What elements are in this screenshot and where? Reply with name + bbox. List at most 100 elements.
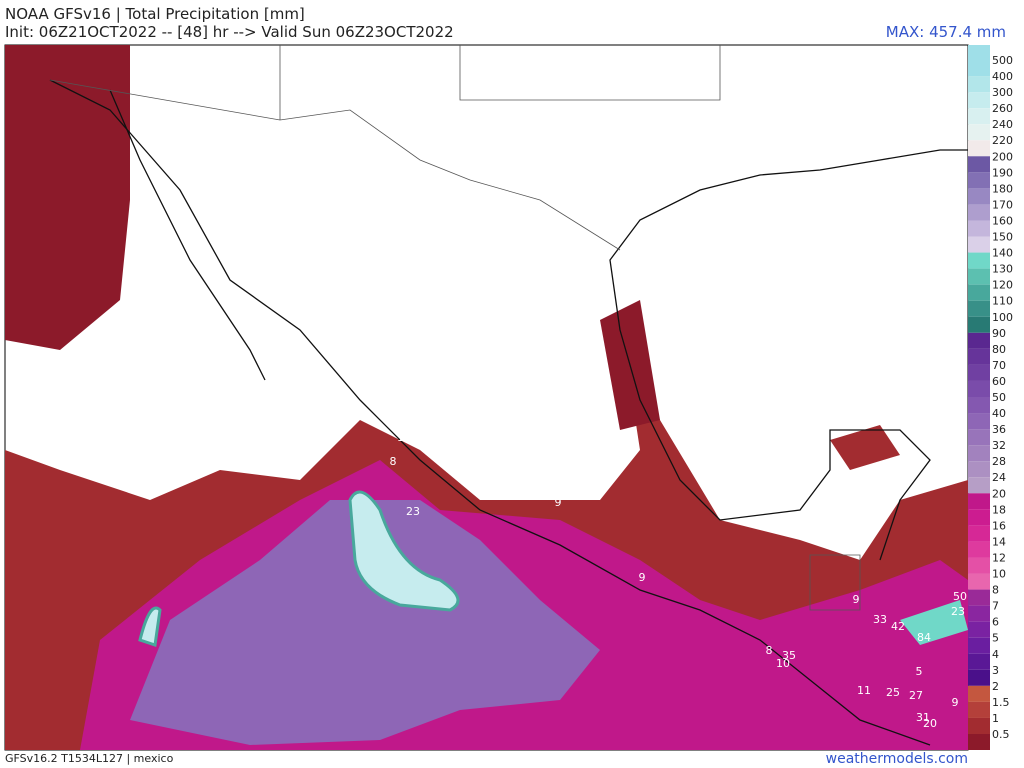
colorbar-cell bbox=[968, 140, 990, 157]
colorbar-label: 60 bbox=[992, 375, 1006, 388]
colorbar-label: 50 bbox=[992, 391, 1006, 404]
colorbar-cell bbox=[968, 348, 990, 365]
colorbar-label: 40 bbox=[992, 407, 1006, 420]
colorbar-cell bbox=[968, 220, 990, 237]
colorbar-label: 100 bbox=[992, 311, 1013, 324]
colorbar-cell bbox=[968, 637, 990, 654]
colorbar-cell bbox=[968, 364, 990, 381]
colorbar-label: 5 bbox=[992, 632, 999, 645]
colorbar-cell bbox=[968, 124, 990, 141]
precip-field bbox=[5, 45, 968, 750]
colorbar-label: 10 bbox=[992, 568, 1006, 581]
colorbar-cell bbox=[968, 397, 990, 414]
map-value-label: 9 bbox=[952, 696, 959, 709]
colorbar-cell bbox=[968, 380, 990, 397]
map-value-label: 9 bbox=[853, 593, 860, 606]
colorbar-label: 90 bbox=[992, 327, 1006, 340]
map-value-label: 20 bbox=[923, 717, 937, 730]
map-value-label: 8 bbox=[390, 455, 397, 468]
colorbar-label: 300 bbox=[992, 86, 1013, 99]
colorbar-label: 180 bbox=[992, 182, 1013, 195]
colorbar-cell bbox=[968, 461, 990, 478]
map-value-label: 9 bbox=[555, 496, 562, 509]
colorbar-cell bbox=[968, 332, 990, 349]
colorbar-cell bbox=[968, 236, 990, 253]
map-value-label: 31 bbox=[916, 711, 930, 724]
colorbar-label: 20 bbox=[992, 487, 1006, 500]
colorbar-cell bbox=[968, 252, 990, 269]
model-info: GFSv16.2 T1534L127 | mexico bbox=[5, 752, 174, 765]
colorbar-label: 260 bbox=[992, 102, 1013, 115]
colorbar-cell bbox=[968, 669, 990, 686]
colorbar-label: 160 bbox=[992, 214, 1013, 227]
map-value-label: 50 bbox=[953, 590, 967, 603]
map-value-label: 11 bbox=[857, 684, 871, 697]
colorbar-cell bbox=[968, 445, 990, 462]
colorbar-cell bbox=[968, 413, 990, 430]
colorbar-label: 220 bbox=[992, 134, 1013, 147]
title: NOAA GFSv16 | Total Precipitation [mm] bbox=[5, 5, 305, 23]
map-value-label: 35 bbox=[782, 649, 796, 662]
colorbar-cell bbox=[968, 589, 990, 606]
map-value-label: 23 bbox=[951, 605, 965, 618]
colorbar-cell bbox=[968, 172, 990, 189]
colorbar-cell bbox=[968, 268, 990, 285]
map-value-label: 42 bbox=[891, 620, 905, 633]
colorbar-label: 4 bbox=[992, 648, 999, 661]
init-line: Init: 06Z21OCT2022 -- [48] hr --> Valid … bbox=[5, 23, 454, 41]
colorbar-cell bbox=[968, 493, 990, 510]
colorbar-label: 3 bbox=[992, 664, 999, 677]
colorbar-label: 500 bbox=[992, 54, 1013, 67]
map-value-label: 10 bbox=[776, 657, 790, 670]
map-value-label: 25 bbox=[886, 686, 900, 699]
colorbar-label: 70 bbox=[992, 359, 1006, 372]
colorbar-cell bbox=[968, 284, 990, 301]
map-value-label: 9 bbox=[639, 571, 646, 584]
colorbar-label: 140 bbox=[992, 247, 1013, 260]
colorbar-cell bbox=[968, 76, 990, 93]
colorbar-label: 14 bbox=[992, 535, 1006, 548]
colorbar-label: 200 bbox=[992, 150, 1013, 163]
colorbar-label: 28 bbox=[992, 455, 1006, 468]
colorbar-cell bbox=[968, 685, 990, 702]
colorbar-cell bbox=[968, 653, 990, 670]
colorbar-label: 1.5 bbox=[992, 696, 1010, 709]
colorbar-cell bbox=[968, 557, 990, 574]
map-value-label: 5 bbox=[916, 665, 923, 678]
colorbar-cell bbox=[968, 541, 990, 558]
map-value-label: 27 bbox=[909, 689, 923, 702]
colorbar-cell bbox=[968, 621, 990, 638]
colorbar-label: 0.5 bbox=[992, 728, 1010, 741]
colorbar-label: 7 bbox=[992, 600, 999, 613]
colorbar-label: 400 bbox=[992, 70, 1013, 83]
colorbar-label: 2 bbox=[992, 680, 999, 693]
colorbar-cell bbox=[968, 204, 990, 221]
colorbar: 5004003002602402202001901801701601501401… bbox=[968, 45, 1013, 750]
colorbar-label: 110 bbox=[992, 295, 1013, 308]
colorbar-label: 130 bbox=[992, 263, 1013, 276]
colorbar-cell bbox=[968, 605, 990, 622]
colorbar-cell bbox=[968, 60, 990, 77]
colorbar-cell bbox=[968, 108, 990, 125]
colorbar-cell bbox=[968, 429, 990, 446]
map-value-label: 84 bbox=[917, 631, 931, 644]
colorbar-cell bbox=[968, 316, 990, 333]
colorbar-cell bbox=[968, 525, 990, 542]
colorbar-cell bbox=[968, 701, 990, 718]
colorbar-cell bbox=[968, 156, 990, 173]
colorbar-label: 24 bbox=[992, 471, 1006, 484]
colorbar-cell bbox=[968, 188, 990, 205]
map-value-label: 8 bbox=[766, 644, 773, 657]
map-value-label: 33 bbox=[873, 613, 887, 626]
colorbar-label: 16 bbox=[992, 519, 1006, 532]
colorbar-cell bbox=[968, 573, 990, 590]
colorbar-label: 150 bbox=[992, 231, 1013, 244]
map-value-label: 10 bbox=[397, 431, 411, 444]
colorbar-cell bbox=[968, 300, 990, 317]
colorbar-cell bbox=[968, 92, 990, 109]
colorbar-label: 12 bbox=[992, 551, 1006, 564]
map-value-label: 23 bbox=[406, 505, 420, 518]
colorbar-label: 190 bbox=[992, 166, 1013, 179]
